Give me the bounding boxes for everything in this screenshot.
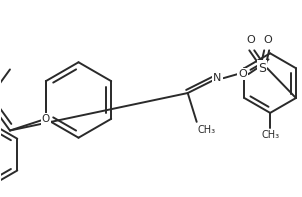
Text: O: O bbox=[246, 35, 255, 45]
Text: O: O bbox=[42, 114, 50, 124]
Text: CH₃: CH₃ bbox=[198, 125, 216, 135]
Text: N: N bbox=[213, 73, 222, 83]
Text: CH₃: CH₃ bbox=[261, 130, 279, 140]
Text: O: O bbox=[264, 35, 272, 45]
Text: O: O bbox=[238, 69, 247, 79]
Text: S: S bbox=[258, 62, 266, 75]
